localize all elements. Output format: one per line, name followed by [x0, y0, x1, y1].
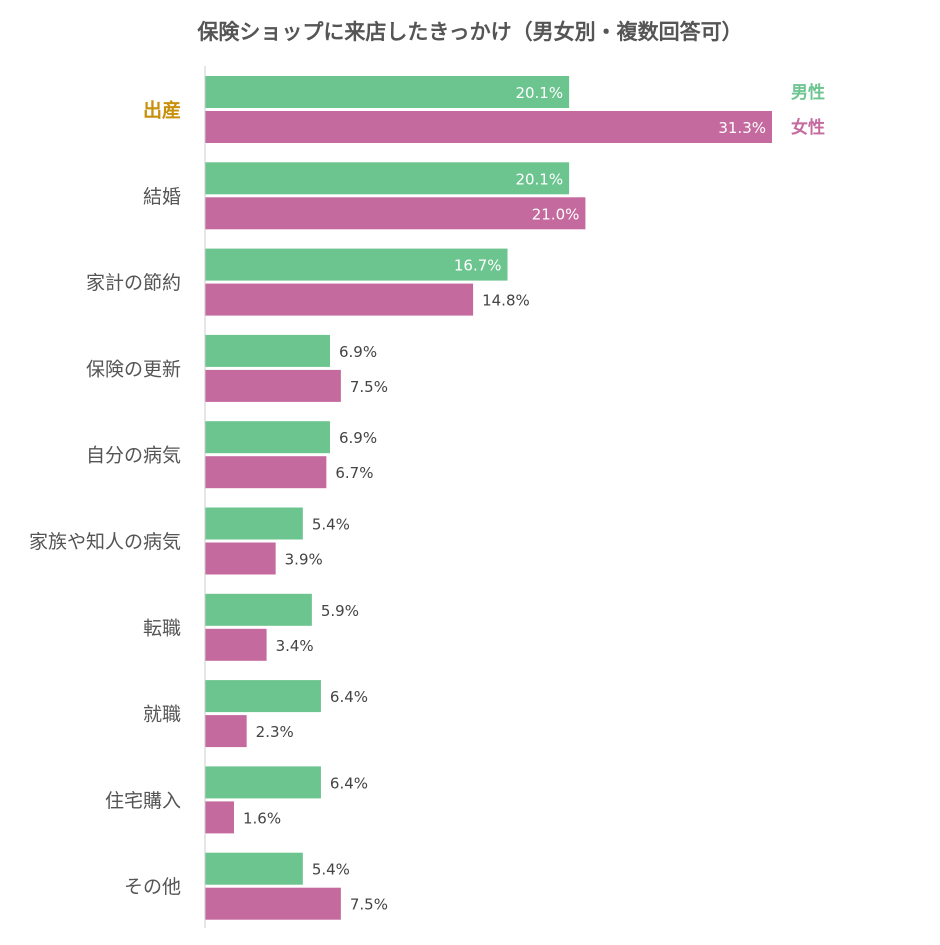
bar-male	[205, 766, 321, 799]
bar-female	[205, 715, 247, 748]
category-label: 結婚	[143, 186, 181, 208]
data-label: 20.1%	[515, 84, 563, 102]
data-label: 31.3%	[718, 119, 766, 137]
category-label: 家族や知人の病気	[29, 531, 181, 553]
category-label: 転職	[143, 617, 181, 639]
data-label: 21.0%	[532, 205, 580, 223]
legend-entry: 男性	[791, 82, 825, 103]
bar-female	[205, 801, 234, 834]
bar-male	[205, 680, 321, 713]
bar-male	[205, 421, 330, 454]
bar-female	[205, 197, 586, 230]
data-label: 6.7%	[335, 464, 373, 482]
bars-layer: 出産 20.1% 31.3% 結婚 20.1% 21.0% 家計の節約 16.7% 14.8% 保…	[29, 76, 772, 920]
category-label: 住宅購入	[105, 790, 181, 812]
data-label: 5.9%	[321, 602, 359, 620]
bar-female	[205, 456, 327, 489]
bar-male	[205, 162, 570, 195]
bar-male	[205, 507, 303, 540]
data-label: 7.5%	[350, 896, 388, 914]
data-label: 20.1%	[515, 170, 563, 188]
data-label: 7.5%	[350, 378, 388, 396]
data-label: 6.9%	[339, 429, 377, 447]
bar-female	[205, 542, 276, 575]
bar-female	[205, 369, 341, 402]
category-label: その他	[124, 876, 181, 898]
chart-title: 保険ショップに来店したきっかけ（男女別・複数回答可）	[196, 20, 742, 44]
bar-male	[205, 334, 330, 367]
data-label: 14.8%	[482, 292, 530, 310]
bar-male	[205, 76, 570, 108]
bar-female	[205, 887, 341, 920]
bar-male	[205, 593, 312, 626]
category-label: 出産	[143, 99, 181, 122]
category-label: 就職	[143, 704, 181, 726]
data-label: 1.6%	[243, 809, 281, 827]
bar-male	[205, 852, 303, 885]
category-label: 家計の節約	[86, 272, 181, 294]
data-label: 5.4%	[312, 516, 350, 534]
category-label: 保険の更新	[86, 358, 181, 380]
data-label: 16.7%	[454, 257, 502, 275]
bar-female	[205, 111, 772, 143]
data-label: 6.9%	[339, 343, 377, 361]
data-label: 6.4%	[330, 774, 368, 792]
data-label: 6.4%	[330, 688, 368, 706]
data-label: 3.9%	[285, 551, 323, 569]
category-label: 自分の病気	[86, 445, 181, 467]
bar-male	[205, 248, 508, 281]
data-label: 5.4%	[312, 861, 350, 879]
bar-female	[205, 283, 474, 316]
legend-entry: 女性	[791, 117, 825, 138]
bar-female	[205, 628, 267, 661]
data-label: 3.4%	[276, 637, 314, 655]
data-label: 2.3%	[256, 723, 294, 741]
